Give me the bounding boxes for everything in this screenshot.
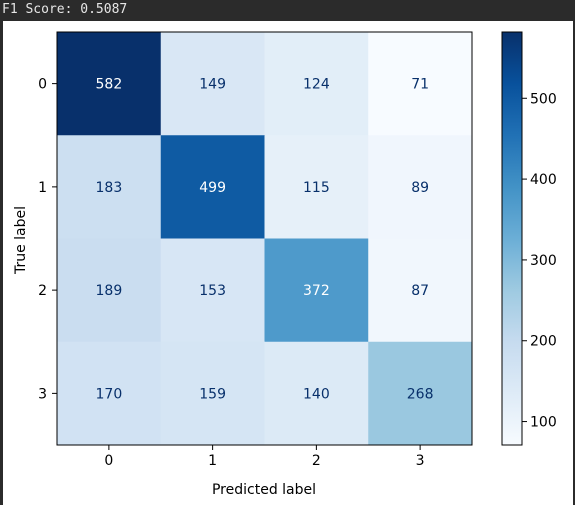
- cell-2-3: [368, 238, 473, 343]
- cell-0-1: [160, 32, 265, 136]
- colorbar-tick-label: 300: [530, 253, 557, 269]
- colorbar-tick-label: 200: [530, 334, 557, 350]
- y-tick-label: 2: [38, 283, 47, 299]
- x-tick-label: 2: [312, 453, 321, 469]
- cell-1-0: [57, 135, 162, 239]
- cell-value-1-3: 89: [411, 180, 429, 196]
- cell-value-0-3: 71: [411, 77, 429, 93]
- cell-2-0: [57, 238, 162, 343]
- cell-value-2-3: 87: [411, 283, 429, 299]
- cell-3-3: [368, 341, 473, 446]
- cell-value-1-1: 499: [199, 180, 226, 196]
- cell-value-3-2: 140: [303, 386, 330, 402]
- cell-value-3-3: 268: [407, 386, 434, 402]
- plot-frame: [56, 31, 473, 446]
- cell-value-1-0: 183: [96, 180, 123, 196]
- cell-0-0: [57, 32, 162, 136]
- cell-value-3-1: 159: [199, 386, 226, 402]
- cell-value-2-0: 189: [96, 283, 123, 299]
- cell-value-3-0: 170: [96, 386, 123, 402]
- cell-1-2: [264, 135, 369, 239]
- x-tick-label: 0: [104, 453, 113, 469]
- cell-3-2: [264, 341, 369, 446]
- cell-value-2-1: 153: [199, 283, 226, 299]
- cell-value-0-0: 582: [96, 77, 123, 93]
- cell-1-3: [368, 135, 473, 239]
- colorbar-tick-label: 500: [530, 91, 557, 107]
- cell-value-1-2: 115: [303, 180, 330, 196]
- cell-value-0-1: 149: [199, 77, 226, 93]
- y-tick-label: 3: [38, 386, 47, 402]
- cell-2-2: [264, 238, 369, 343]
- cell-1-1: [160, 135, 265, 239]
- right-frame: [573, 21, 575, 505]
- y-tick-label: 0: [38, 77, 47, 93]
- y-tick-label: 1: [38, 180, 47, 196]
- cell-3-0: [57, 341, 162, 446]
- cell-value-0-2: 124: [303, 77, 330, 93]
- f1-score-text: F1 Score: 0.5087: [2, 2, 128, 17]
- cell-0-2: [264, 32, 369, 136]
- colorbar: [501, 31, 523, 446]
- colorbar-tick-label: 100: [530, 415, 557, 431]
- x-tick-label: 3: [416, 453, 425, 469]
- x-axis-label: Predicted label: [212, 482, 316, 498]
- y-axis-label: True label: [13, 206, 29, 275]
- cell-2-1: [160, 238, 265, 343]
- left-frame: [0, 21, 3, 505]
- cell-0-3: [368, 32, 473, 136]
- cell-3-1: [160, 341, 265, 446]
- output-header: F1 Score: 0.5087: [0, 0, 575, 21]
- colorbar-tick-label: 400: [530, 172, 557, 188]
- cell-value-2-2: 372: [303, 283, 330, 299]
- x-tick-label: 1: [208, 453, 217, 469]
